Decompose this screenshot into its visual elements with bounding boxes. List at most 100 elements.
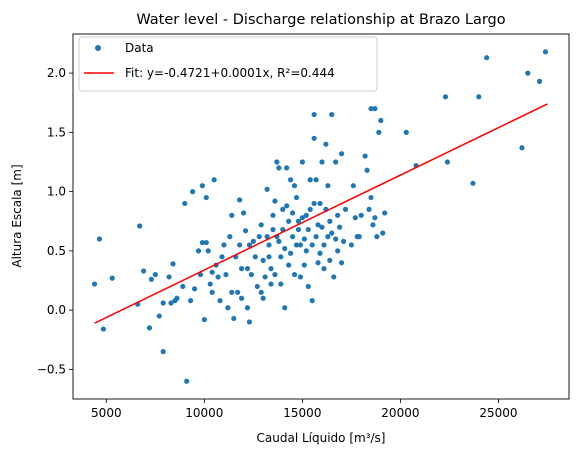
data-points (91, 49, 549, 384)
x-tick-label: 25000 (479, 406, 517, 420)
data-point (376, 129, 382, 135)
data-point (323, 141, 329, 147)
data-point (338, 260, 345, 266)
data-point (235, 289, 241, 295)
y-tick-label: −0.5 (37, 362, 66, 376)
data-point (325, 234, 331, 240)
data-point (207, 281, 213, 287)
data-point (286, 262, 292, 268)
data-point (266, 254, 272, 260)
data-point (327, 257, 333, 263)
data-point (333, 159, 339, 165)
data-point (276, 165, 282, 171)
data-point (305, 283, 311, 290)
data-point (270, 212, 276, 218)
data-point (362, 153, 368, 159)
data-point (301, 262, 307, 268)
data-point (378, 117, 384, 124)
data-point (356, 234, 362, 240)
data-point (264, 186, 270, 192)
data-point (293, 242, 300, 248)
data-point (329, 111, 335, 118)
data-point (270, 226, 276, 233)
data-point (91, 281, 98, 287)
data-point (258, 289, 264, 295)
data-point (258, 222, 264, 228)
data-point (368, 194, 374, 201)
data-point (519, 145, 525, 151)
data-point (442, 94, 449, 100)
data-point (291, 271, 298, 278)
data-point (348, 242, 354, 248)
data-point (237, 197, 243, 203)
data-point (278, 254, 284, 260)
x-axis-label: Caudal Líquido [m³/s] (257, 431, 386, 445)
data-point (201, 317, 207, 323)
x-tick-label: 15000 (283, 406, 321, 420)
data-point (146, 325, 153, 331)
data-point (152, 271, 158, 278)
data-point (321, 242, 327, 248)
data-point (284, 165, 290, 171)
data-point (350, 183, 356, 189)
data-point (284, 203, 290, 209)
data-point (325, 183, 331, 189)
data-point (248, 271, 254, 278)
data-point (109, 275, 115, 281)
data-point (315, 222, 321, 228)
data-point (352, 215, 358, 221)
data-point (286, 218, 292, 224)
data-point (342, 206, 349, 212)
data-point (525, 70, 531, 76)
data-point (380, 230, 386, 236)
data-point (319, 159, 325, 165)
data-point (237, 242, 243, 248)
data-point (329, 230, 335, 236)
data-point (268, 281, 274, 287)
data-point (191, 286, 198, 292)
data-point (199, 239, 205, 246)
data-point (337, 224, 343, 230)
data-point (160, 300, 166, 306)
data-point (203, 194, 209, 201)
data-point (331, 274, 337, 280)
data-point (366, 206, 372, 212)
data-point (319, 224, 325, 230)
data-point (335, 212, 341, 218)
data-point (305, 226, 311, 233)
data-point (199, 183, 205, 189)
data-point (317, 200, 323, 207)
plot-area (72, 33, 570, 400)
data-point (295, 226, 302, 233)
data-point (297, 242, 304, 248)
data-point (188, 298, 194, 304)
data-point (282, 305, 288, 311)
data-point (174, 295, 180, 301)
data-point (203, 239, 209, 246)
legend-box (78, 36, 378, 92)
data-point (223, 271, 229, 278)
data-point (309, 242, 315, 248)
data-point (242, 228, 249, 234)
data-point (272, 271, 278, 278)
data-point (211, 177, 217, 183)
data-point (250, 238, 256, 244)
data-point (372, 106, 378, 112)
data-point (303, 248, 309, 254)
data-point (231, 315, 237, 322)
data-point (254, 283, 260, 290)
data-point (372, 215, 378, 221)
data-point (252, 254, 258, 260)
data-point (382, 210, 388, 216)
data-point (246, 242, 253, 248)
data-point (313, 234, 319, 240)
data-point (299, 215, 305, 221)
data-point (148, 276, 155, 282)
data-point (260, 295, 266, 301)
y-tick-label: 0.5 (47, 244, 66, 258)
data-point (100, 326, 106, 332)
data-point (484, 55, 490, 61)
data-point (229, 289, 235, 295)
y-tick-label: 2.0 (47, 66, 66, 80)
legend-data-label: Data (125, 41, 154, 55)
